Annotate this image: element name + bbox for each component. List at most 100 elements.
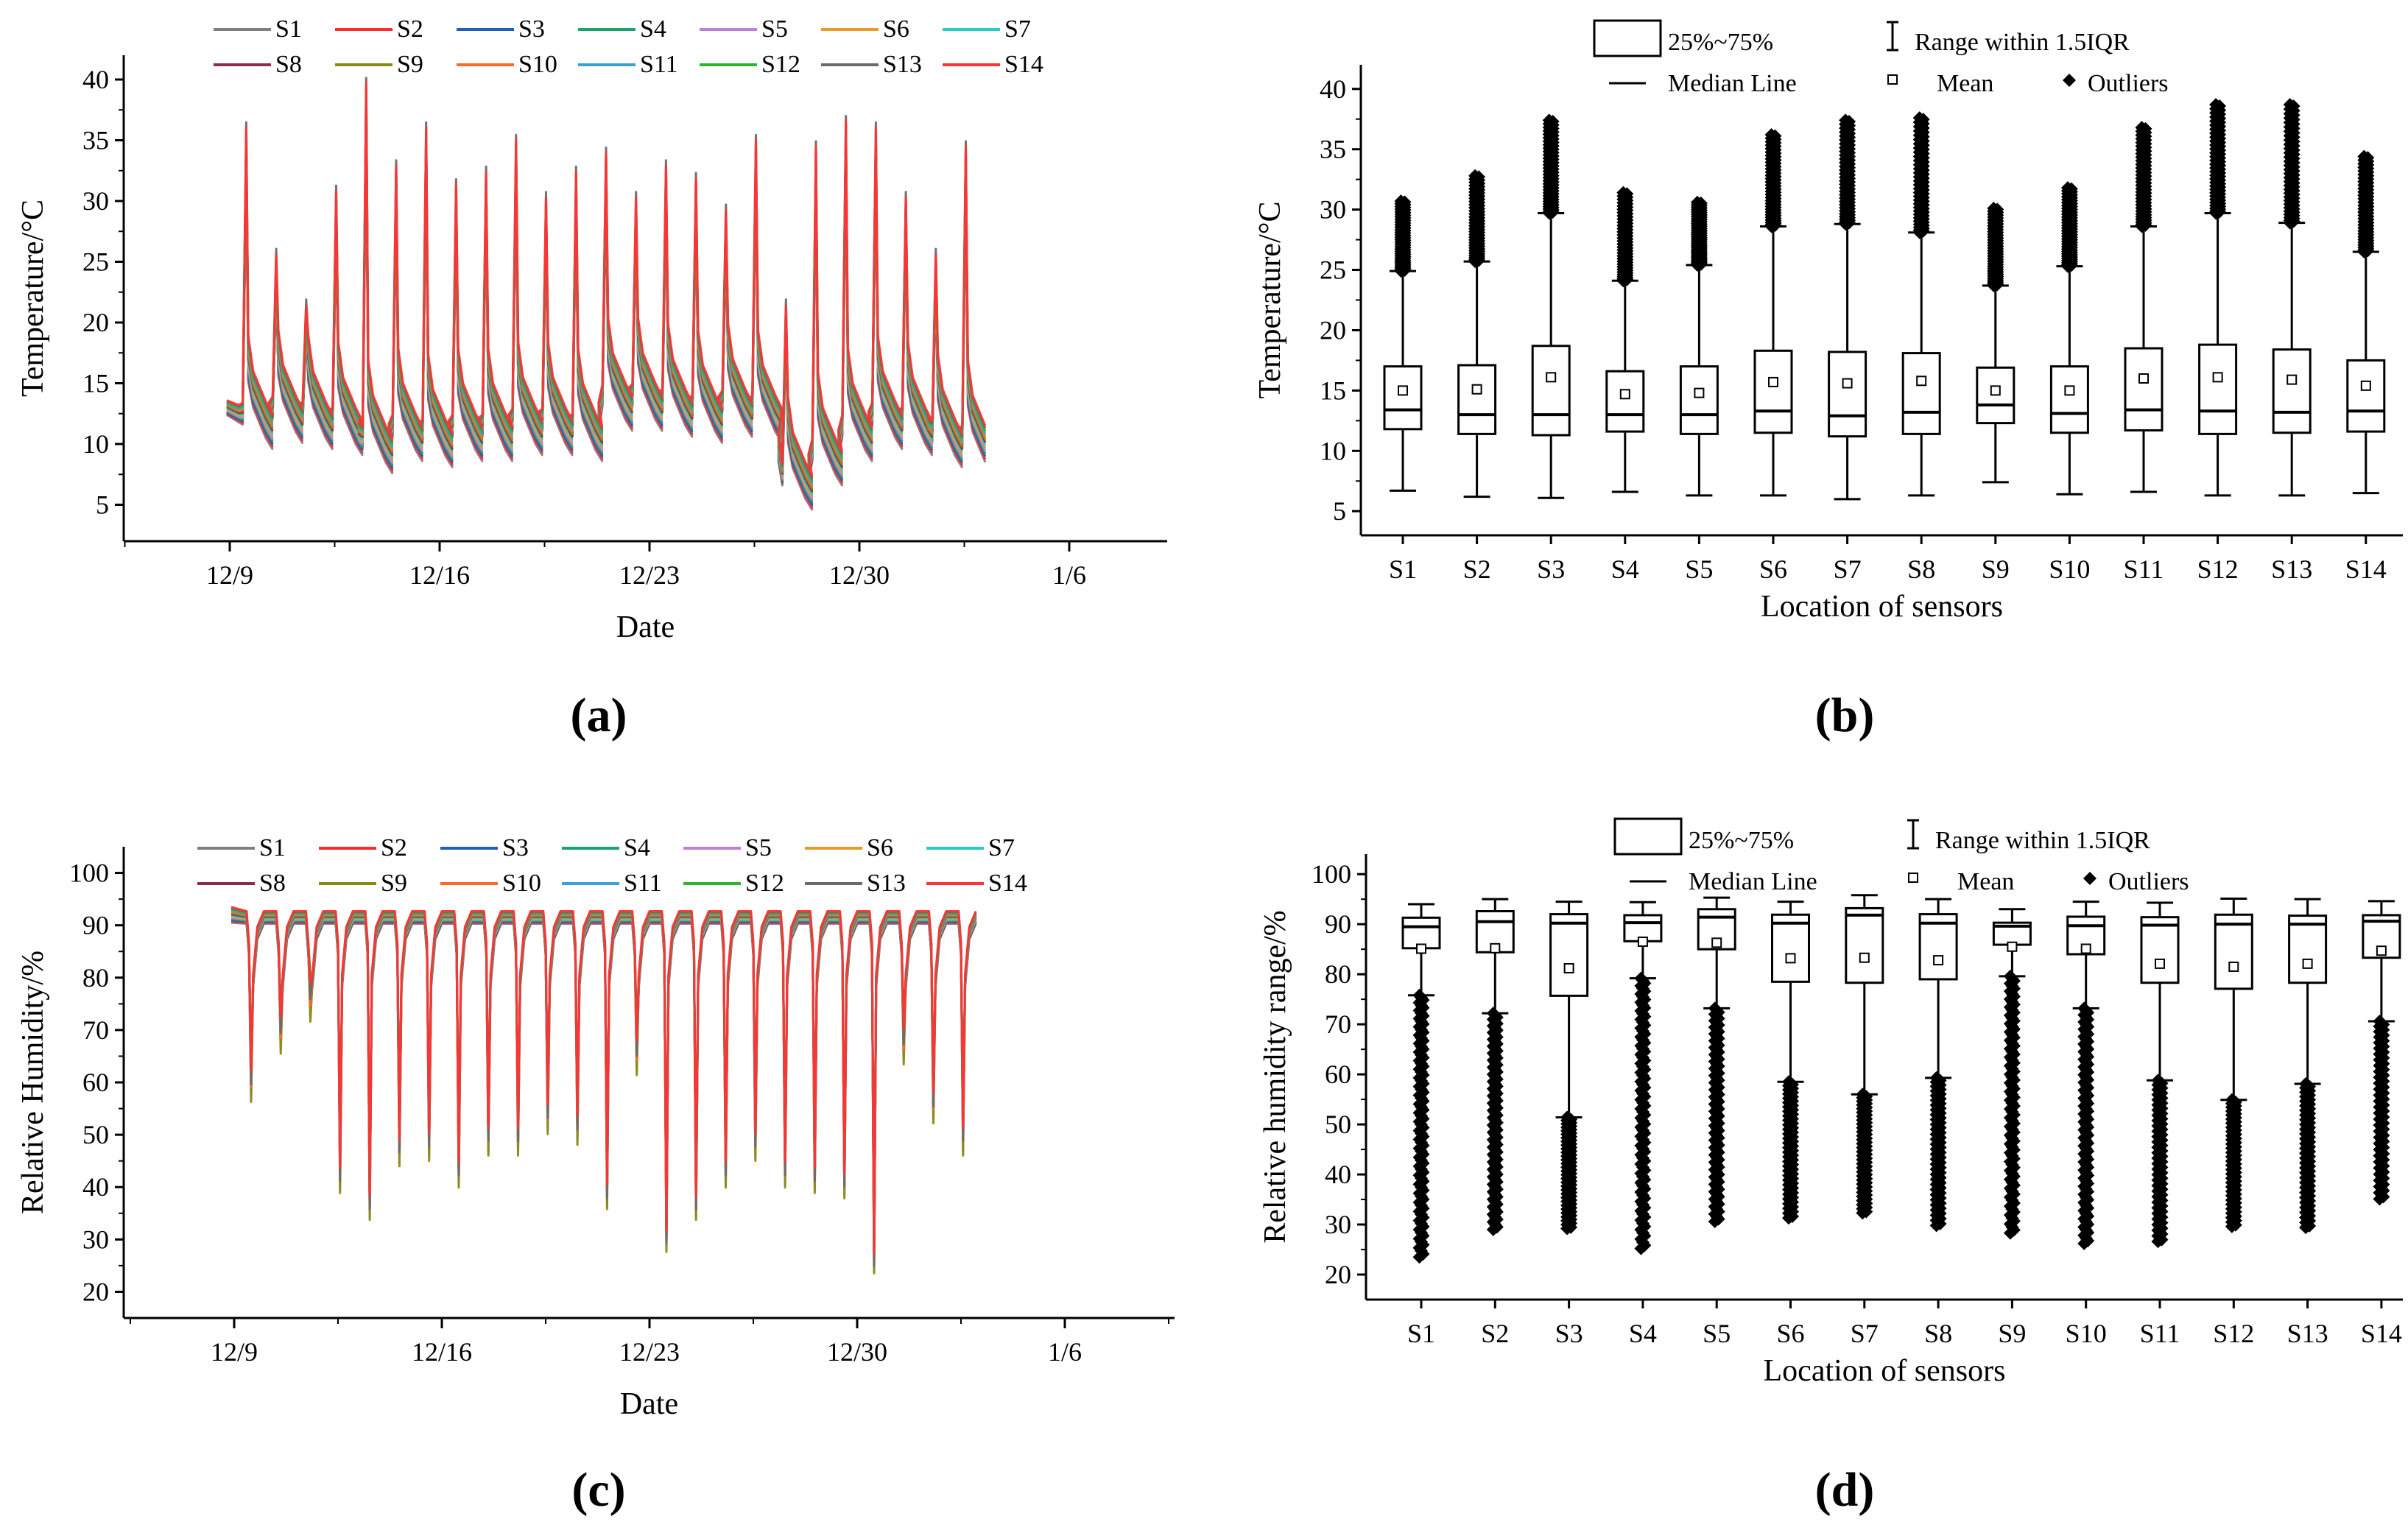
x-tick-label-S6: S6 — [1759, 554, 1787, 584]
outlier-point — [1782, 1211, 1795, 1225]
legend-outlier-swatch — [2083, 872, 2097, 885]
panel-a: 5 10 15 20 25 30 35 40 12/9 12/16 12/23 12/30 1/6 Dat… — [16, 15, 1167, 742]
box-S12 — [2214, 898, 2253, 1233]
iqr-box-S12 — [2198, 343, 2238, 435]
outliers-S9 — [2003, 969, 2021, 1240]
x-tick-label-S13: S13 — [2271, 554, 2312, 584]
mean-marker-S3 — [1563, 962, 1574, 973]
mean-marker-S8 — [1916, 376, 1927, 387]
outliers-S4 — [1634, 971, 1652, 1255]
legend-label-S5: S5 — [745, 834, 772, 861]
box-legend: 25%~75% Median Line Range within 1.5IQR Mea… — [1613, 817, 2189, 895]
legend-range-label: Range within 1.5IQR — [1915, 29, 2130, 56]
x-tick-label: 1/6 — [1048, 1337, 1082, 1367]
y-axis-title: Temperature/°C — [16, 200, 50, 397]
outlier-point — [1634, 1241, 1648, 1255]
y-tick-label: 15 — [1320, 376, 1346, 405]
legend-outlier-swatch — [2063, 74, 2076, 87]
outlier-point — [1708, 1214, 1722, 1228]
mean-marker-S7 — [1842, 378, 1853, 389]
outlier-point — [2135, 121, 2149, 135]
outliers-S1 — [1412, 988, 1430, 1264]
box-S14 — [2346, 149, 2386, 495]
legend-box-label: 25%~75% — [1668, 29, 1773, 56]
x-tick-label-S8: S8 — [1907, 554, 1935, 584]
legend-label-S6: S6 — [867, 834, 893, 861]
x-tick-label-S7: S7 — [1834, 554, 1862, 584]
outlier-point — [2003, 1226, 2017, 1240]
outlier-point — [1560, 1222, 1574, 1236]
box-S4 — [1605, 186, 1645, 493]
y-tick-label: 35 — [82, 126, 109, 155]
x-tick-label-S5: S5 — [1685, 554, 1713, 584]
legend-outliers-label: Outliers — [2088, 70, 2169, 97]
legend-label-S1: S1 — [275, 15, 302, 43]
iqr-box-S3 — [1549, 913, 1589, 997]
box-S6 — [1771, 901, 1810, 1225]
outlier-point — [1542, 113, 1556, 127]
outliers-S10 — [2077, 1001, 2095, 1250]
outlier-point — [2225, 1219, 2239, 1233]
outliers-S14 — [2357, 149, 2375, 258]
outliers-S8 — [1929, 1071, 1947, 1233]
mean-marker-S8 — [1933, 955, 1944, 966]
y-tick-label: 40 — [82, 65, 109, 94]
x-axis-title: Location of sensors — [1761, 590, 2003, 624]
y-tick-label: 10 — [82, 429, 109, 459]
y-tick-label: 50 — [82, 1120, 109, 1149]
box-S7 — [1828, 113, 1867, 501]
mean-marker-S13 — [2302, 958, 2313, 969]
mean-marker-S5 — [1711, 937, 1722, 948]
y-tick-label: 60 — [82, 1068, 109, 1097]
box-legend: 25%~75% Median Line Range within 1.5IQR Mea… — [1593, 19, 2169, 97]
box-S12 — [2198, 98, 2238, 497]
series-lines — [226, 77, 987, 511]
y-tick-label: 40 — [82, 1172, 109, 1202]
mean-marker-S10 — [2080, 943, 2091, 954]
y-tick-label: 90 — [1325, 909, 1351, 939]
y-tick-label: 5 — [96, 490, 109, 520]
x-tick-label-S4: S4 — [1611, 554, 1639, 584]
iqr-box-S13 — [2272, 348, 2312, 434]
iqr-box-S6 — [1753, 349, 1793, 434]
panel-label: (c) — [571, 1463, 625, 1517]
outlier-point — [2060, 181, 2074, 195]
legend-label-S1: S1 — [259, 834, 286, 861]
iqr-box-S2 — [1475, 909, 1515, 954]
legend-label-S4: S4 — [640, 15, 666, 43]
x-tick-label-S9: S9 — [1998, 1319, 2026, 1348]
outlier-point — [2299, 1221, 2313, 1235]
mean-marker-S6 — [1768, 376, 1778, 387]
mean-marker-S11 — [2138, 373, 2149, 384]
outliers-S2 — [1486, 1007, 1504, 1236]
iqr-box-S12 — [2214, 913, 2253, 990]
mean-marker-S2 — [1471, 384, 1482, 395]
outlier-point — [1486, 1222, 1500, 1236]
x-tick-label-S14: S14 — [2361, 1319, 2402, 1348]
mean-marker-S4 — [1619, 389, 1630, 400]
x-tick-label: 12/9 — [206, 560, 253, 590]
x-tick-label-S10: S10 — [2066, 1319, 2107, 1348]
x-tick-label: 12/16 — [409, 560, 470, 590]
outliers-S12 — [2225, 1093, 2242, 1233]
iqr-box-S4 — [1623, 914, 1663, 942]
y-tick-label: 50 — [1325, 1110, 1351, 1139]
outlier-point — [1929, 1219, 1943, 1233]
x-tick-label-S6: S6 — [1776, 1319, 1804, 1348]
outlier-point — [1839, 113, 1853, 127]
outliers-S11 — [2135, 121, 2152, 233]
iqr-box-S4 — [1605, 370, 1645, 433]
legend-range-swatch — [1887, 21, 1898, 52]
outliers-S10 — [2060, 181, 2078, 273]
y-axis-title: Relative humidity range/% — [1258, 910, 1292, 1244]
iqr-box-S7 — [1828, 350, 1867, 438]
iqr-box-S14 — [2346, 359, 2386, 433]
mean-marker-S5 — [1694, 387, 1705, 398]
x-tick-label-S5: S5 — [1703, 1319, 1731, 1348]
outliers-S14 — [2373, 1015, 2390, 1206]
y-tick-label: 15 — [82, 369, 109, 398]
y-tick-label: 30 — [1325, 1210, 1351, 1239]
iqr-box-S10 — [2049, 365, 2089, 434]
outliers-S5 — [1708, 1001, 1725, 1228]
